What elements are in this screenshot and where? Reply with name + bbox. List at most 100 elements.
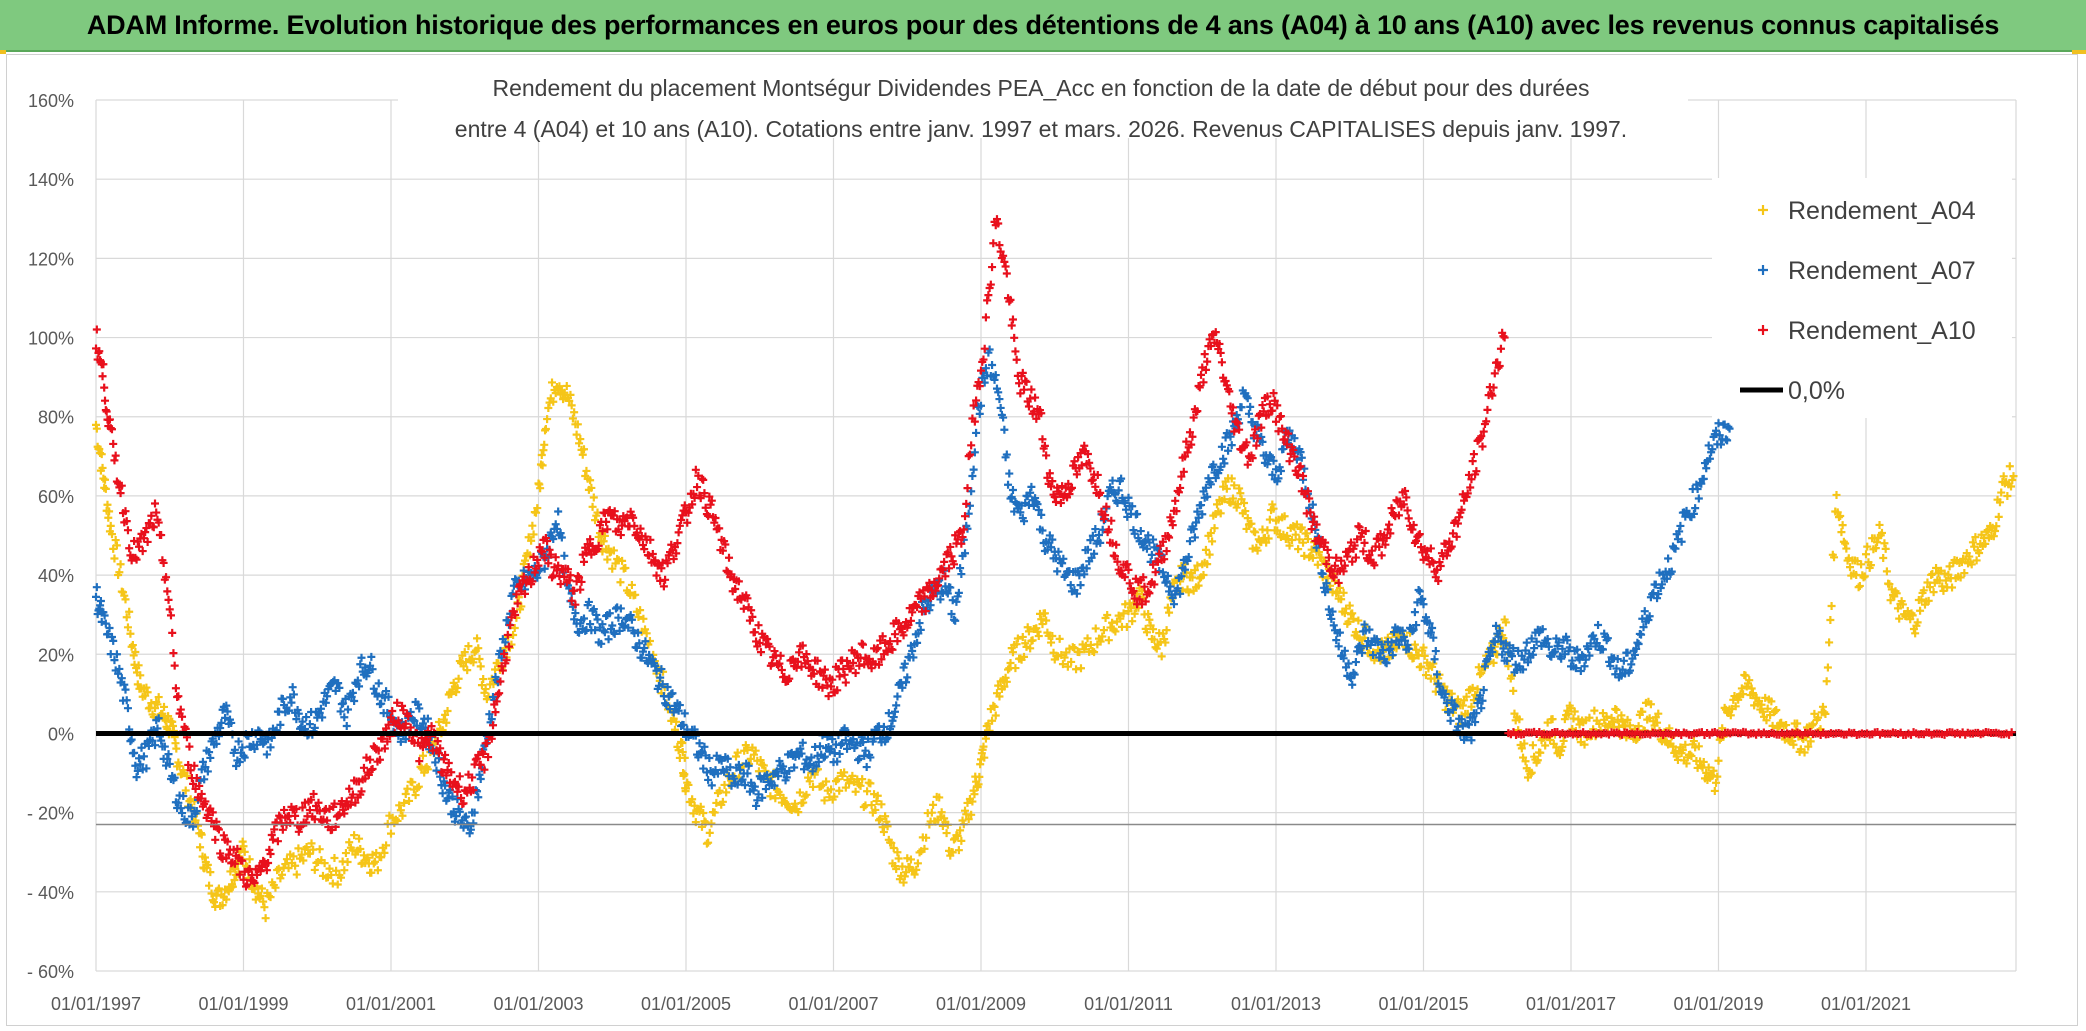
marker-rendement-a07 bbox=[604, 635, 613, 644]
marker-rendement-a10 bbox=[239, 875, 248, 884]
marker-rendement-a04 bbox=[794, 808, 803, 817]
marker-rendement-a04 bbox=[573, 420, 582, 429]
marker-rendement-a07 bbox=[1654, 589, 1663, 598]
marker-rendement-a04 bbox=[1299, 538, 1308, 547]
marker-rendement-a07 bbox=[814, 757, 823, 766]
marker-rendement-a04 bbox=[1335, 583, 1344, 592]
y-tick-label: - 60% bbox=[27, 962, 74, 982]
marker-rendement-a04 bbox=[116, 560, 125, 569]
marker-rendement-a07 bbox=[315, 708, 324, 717]
marker-rendement-a10 bbox=[1350, 541, 1359, 550]
marker-rendement-a04 bbox=[1012, 640, 1021, 649]
marker-rendement-a07 bbox=[704, 775, 713, 784]
marker-rendement-a04 bbox=[589, 493, 598, 502]
marker-rendement-a10 bbox=[573, 572, 582, 581]
marker-rendement-a10 bbox=[211, 835, 220, 844]
banner-accent-left bbox=[0, 50, 6, 54]
y-tick-label: 60% bbox=[38, 487, 74, 507]
marker-rendement-a04 bbox=[1501, 618, 1510, 627]
marker-rendement-a04 bbox=[1247, 519, 1256, 528]
marker-rendement-a04 bbox=[1737, 684, 1746, 693]
marker-rendement-a10 bbox=[1253, 434, 1262, 443]
marker-rendement-a04 bbox=[560, 388, 569, 397]
marker-rendement-a04 bbox=[1520, 739, 1529, 748]
marker-rendement-a07 bbox=[1244, 409, 1253, 418]
marker-rendement-a10 bbox=[632, 528, 641, 537]
marker-rendement-a10 bbox=[1151, 568, 1160, 577]
marker-rendement-a07 bbox=[549, 535, 558, 544]
marker-rendement-a04 bbox=[520, 556, 529, 565]
marker-rendement-a10 bbox=[700, 489, 709, 498]
marker-rendement-a04 bbox=[684, 780, 693, 789]
marker-rendement-a04 bbox=[1091, 624, 1100, 633]
marker-rendement-a07 bbox=[1421, 613, 1430, 622]
marker-rendement-a07 bbox=[1409, 625, 1418, 634]
marker-rendement-a04 bbox=[1726, 711, 1735, 720]
marker-rendement-a04 bbox=[1800, 748, 1809, 757]
marker-rendement-a07 bbox=[1263, 460, 1272, 469]
marker-rendement-a10 bbox=[536, 546, 545, 555]
marker-rendement-a10 bbox=[1321, 538, 1330, 547]
marker-rendement-a10 bbox=[1307, 525, 1316, 534]
marker-rendement-a07 bbox=[1224, 446, 1233, 455]
marker-rendement-a04 bbox=[544, 404, 553, 413]
marker-rendement-a04 bbox=[1236, 489, 1245, 498]
marker-rendement-a07 bbox=[284, 706, 293, 715]
marker-rendement-a07 bbox=[947, 609, 956, 618]
marker-rendement-a04 bbox=[995, 692, 1004, 701]
marker-rendement-a10 bbox=[503, 630, 512, 639]
marker-rendement-a04 bbox=[1122, 622, 1131, 631]
marker-rendement-a10 bbox=[954, 528, 963, 537]
marker-rendement-a07 bbox=[1163, 571, 1172, 580]
marker-rendement-a04 bbox=[1235, 484, 1244, 493]
marker-rendement-a04 bbox=[197, 830, 206, 839]
marker-rendement-a04 bbox=[1028, 636, 1037, 645]
marker-rendement-a07 bbox=[1530, 644, 1539, 653]
marker-rendement-a04 bbox=[538, 461, 547, 470]
marker-rendement-a07 bbox=[1494, 632, 1503, 641]
marker-rendement-a04 bbox=[1997, 488, 2006, 497]
marker-rendement-a07 bbox=[675, 701, 684, 710]
marker-rendement-a10 bbox=[1386, 529, 1395, 538]
marker-rendement-a07 bbox=[1356, 644, 1365, 653]
marker-rendement-a10 bbox=[1337, 556, 1346, 565]
marker-rendement-a04 bbox=[1142, 628, 1151, 637]
marker-rendement-a07 bbox=[1334, 642, 1343, 651]
marker-rendement-a04 bbox=[570, 408, 579, 417]
marker-rendement-a10 bbox=[1123, 560, 1132, 569]
marker-rendement-a04 bbox=[528, 521, 537, 530]
marker-rendement-a07 bbox=[340, 713, 349, 722]
marker-rendement-a04 bbox=[1741, 671, 1750, 680]
marker-rendement-a04 bbox=[1702, 768, 1711, 777]
marker-rendement-a04 bbox=[877, 800, 886, 809]
marker-rendement-a07 bbox=[1335, 628, 1344, 637]
marker-rendement-a10 bbox=[795, 648, 804, 657]
marker-rendement-a07 bbox=[1006, 494, 1015, 503]
marker-rendement-a04 bbox=[876, 814, 885, 823]
marker-rendement-a04 bbox=[1694, 742, 1703, 751]
marker-rendement-a07 bbox=[798, 738, 807, 747]
marker-rendement-a07 bbox=[1227, 441, 1236, 450]
marker-rendement-a04 bbox=[576, 435, 585, 444]
marker-rendement-a04 bbox=[1846, 563, 1855, 572]
marker-rendement-a07 bbox=[356, 660, 365, 669]
marker-rendement-a07 bbox=[1442, 699, 1451, 708]
marker-rendement-a07 bbox=[1676, 521, 1685, 530]
marker-rendement-a04 bbox=[579, 445, 588, 454]
marker-rendement-a10 bbox=[957, 539, 966, 548]
marker-rendement-a04 bbox=[609, 546, 618, 555]
marker-rendement-a07 bbox=[342, 721, 351, 730]
marker-rendement-a04 bbox=[1873, 538, 1882, 547]
marker-rendement-a04 bbox=[228, 882, 237, 891]
marker-rendement-a10 bbox=[185, 742, 194, 751]
marker-rendement-a04 bbox=[603, 555, 612, 564]
marker-rendement-a07 bbox=[164, 750, 173, 759]
marker-rendement-a10 bbox=[798, 641, 807, 650]
marker-rendement-a10 bbox=[566, 571, 575, 580]
marker-rendement-a04 bbox=[1354, 616, 1363, 625]
marker-rendement-a10 bbox=[1205, 335, 1214, 344]
marker-rendement-a07 bbox=[978, 373, 987, 382]
x-tick-label: 01/01/2003 bbox=[493, 994, 583, 1014]
marker-rendement-a10 bbox=[484, 753, 493, 762]
marker-rendement-a07 bbox=[1190, 533, 1199, 542]
